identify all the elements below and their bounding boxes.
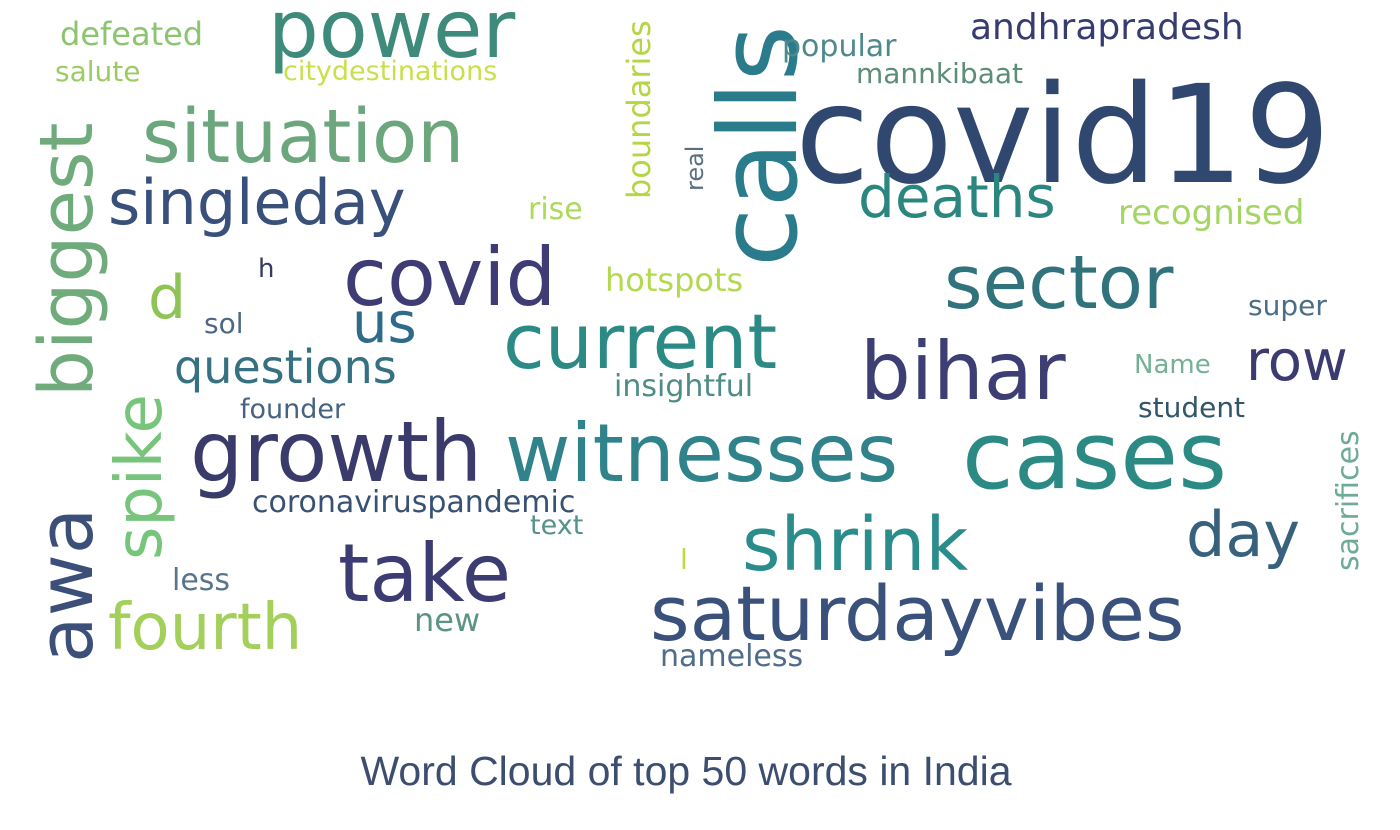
word-hotspots: hotspots (605, 261, 744, 299)
word-current: current (503, 297, 778, 386)
word-saturdayvibes: saturdayvibes (650, 569, 1185, 658)
word-power: power (268, 0, 516, 76)
word-singleday: singleday (108, 166, 406, 239)
word-situation: situation (142, 94, 465, 180)
word-sacrifices: sacrifices (1331, 430, 1366, 571)
word-founder: founder (240, 394, 346, 425)
word-fourth: fourth (108, 591, 303, 665)
word-andhrapradesh: andhrapradesh (970, 7, 1244, 48)
word-deaths: deaths (858, 163, 1056, 231)
word-cases: cases (962, 402, 1228, 511)
word-defeated: defeated (60, 15, 204, 53)
chart-title: Word Cloud of top 50 words in India (360, 748, 1012, 794)
word-popular: popular (782, 29, 897, 64)
word-text: text (530, 510, 584, 541)
word-nameless: nameless (660, 639, 804, 674)
word-salute: salute (55, 55, 141, 88)
word-coronaviruspandemic: coronaviruspandemic (252, 485, 576, 520)
word-row: row (1246, 329, 1348, 394)
word-real: real (681, 145, 709, 191)
word-sol: sol (204, 307, 244, 340)
word-biggest: biggest (24, 122, 110, 397)
word-super: super (1248, 289, 1327, 322)
word-rise: rise (528, 192, 583, 227)
word-student: student (1138, 391, 1246, 424)
word-recognised: recognised (1118, 193, 1305, 233)
word-witnesses: witnesses (505, 407, 899, 500)
word-shrink: shrink (742, 502, 969, 588)
word-questions: questions (174, 340, 397, 394)
word-less: less (172, 563, 231, 598)
word-d: d (148, 263, 187, 333)
word-new: new (414, 601, 481, 639)
word-day: day (1186, 498, 1301, 571)
word-h: h (258, 254, 275, 284)
word-mannkibaat: mannkibaat (856, 57, 1023, 90)
word-spike: spike (103, 394, 177, 560)
word-growth: growth (190, 403, 483, 501)
word-insightful: insightful (614, 369, 754, 404)
word-bihar: bihar (860, 325, 1066, 418)
word-awa: awa (21, 507, 110, 663)
word-l: l (680, 543, 688, 576)
word-covid: covid (343, 231, 557, 324)
word-us: us (352, 291, 417, 356)
word-covid19: covid19 (795, 57, 1331, 215)
word-sector: sector (944, 240, 1174, 326)
word-take: take (338, 527, 512, 620)
word-boundaries: boundaries (620, 20, 658, 199)
word-name: Name (1134, 350, 1211, 380)
word-citydestinations: citydestinations (283, 56, 498, 87)
